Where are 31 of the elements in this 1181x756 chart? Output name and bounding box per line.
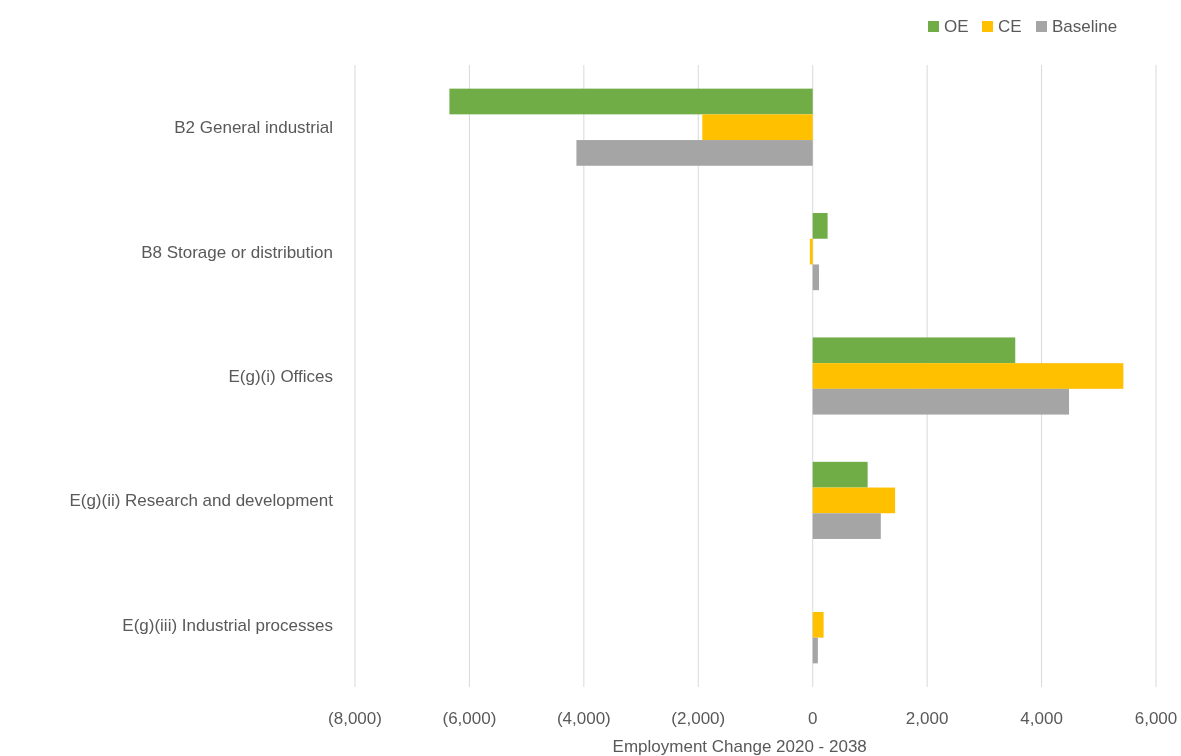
bar: [812, 264, 820, 291]
x-tick-label: 6,000: [1134, 709, 1178, 728]
y-tick-label: E(g)(ii) Research and development: [69, 491, 334, 511]
x-tick-label: (8,000): [328, 709, 382, 728]
bar: [702, 114, 813, 141]
x-tick-label: (4,000): [556, 709, 611, 728]
y-tick-label: B2 General industrial: [174, 118, 333, 138]
legend-label: Baseline: [1052, 17, 1118, 36]
bar: [449, 88, 813, 115]
x-tick-label: 0: [807, 709, 818, 728]
x-axis-title: Employment Change 2020 - 2038: [612, 737, 867, 756]
x-tick-label: 4,000: [1020, 709, 1063, 728]
bar: [812, 611, 824, 638]
bar: [812, 213, 828, 239]
legend-label: OE: [944, 17, 969, 36]
bar: [812, 337, 1016, 364]
y-tick-label: B8 Storage or distribution: [141, 242, 333, 262]
bar: [812, 487, 896, 514]
x-tick-label: (2,000): [671, 709, 726, 728]
bar: [812, 637, 818, 664]
legend-label: CE: [998, 17, 1022, 36]
x-tick-label: (6,000): [442, 709, 497, 728]
bar: [812, 388, 1070, 415]
bar: [809, 238, 813, 265]
bar: [576, 140, 813, 166]
bar: [812, 461, 868, 488]
y-tick-label: E(g)(iii) Industrial processes: [122, 615, 333, 635]
bar: [812, 513, 881, 539]
bar: [812, 363, 1124, 389]
y-tick-label: E(g)(i) Offices: [228, 367, 333, 386]
x-tick-label: 2,000: [905, 709, 949, 728]
